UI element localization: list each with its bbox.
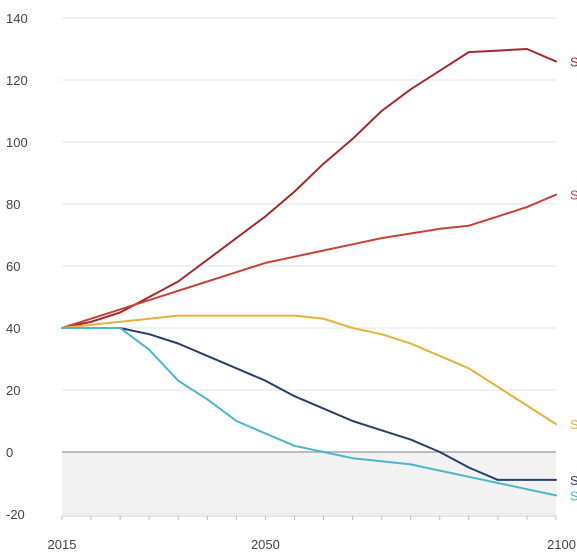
- y-tick-label: 80: [6, 197, 20, 212]
- y-tick-labels: 140 120 100 80 60 40 20 0 -20: [6, 11, 28, 522]
- y-tick-label: 60: [6, 259, 20, 274]
- series-label: S: [570, 417, 577, 432]
- series-line: [61, 48, 557, 329]
- y-tick-label: 0: [6, 445, 13, 460]
- x-tick-label: 2015: [48, 537, 77, 552]
- series-label: S: [570, 473, 577, 488]
- series-label: S: [570, 488, 577, 503]
- series-lines: [61, 48, 557, 497]
- y-tick-label: 40: [6, 321, 20, 336]
- x-axis: [61, 515, 557, 520]
- y-tick-label: 20: [6, 383, 20, 398]
- x-tick-label: 2050: [251, 537, 280, 552]
- series-line: [61, 327, 557, 481]
- series-label: S: [570, 188, 577, 203]
- y-tick-label: 120: [6, 73, 28, 88]
- series-line: [61, 314, 557, 426]
- negative-region-rect: [62, 452, 556, 514]
- y-tick-label: 100: [6, 135, 28, 150]
- series-line: [61, 193, 557, 329]
- negative-region: [62, 452, 556, 514]
- y-tick-label: 140: [6, 11, 28, 26]
- series-label: S: [570, 54, 577, 69]
- x-tick-labels: 2015 2050 2100: [48, 537, 576, 552]
- series-line: [61, 327, 557, 497]
- y-tick-label: -20: [6, 507, 25, 522]
- x-tick-label: 2100: [547, 537, 576, 552]
- gridlines: [62, 17, 556, 515]
